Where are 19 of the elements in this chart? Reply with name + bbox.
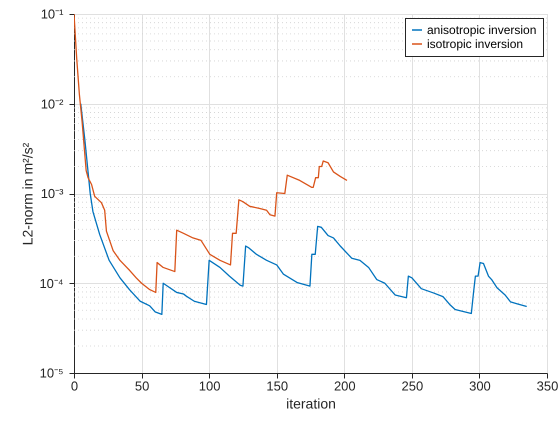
line-series	[80, 103, 528, 316]
x-axis-title: iteration	[286, 396, 336, 412]
x-tick-label: 250	[402, 378, 424, 394]
x-tick-label: 100	[198, 378, 220, 394]
y-tick-label: 10⁻⁴	[39, 276, 64, 291]
legend-label: anisotropic inversion	[427, 23, 536, 37]
legend-label: isotropic inversion	[427, 37, 524, 51]
x-tick-label: 150	[266, 378, 288, 394]
x-tick-label: 0	[70, 378, 78, 394]
y-tick-label: 10⁻³	[40, 186, 64, 201]
y-tick-label: 10⁻¹	[40, 6, 64, 22]
y-axis-title: L2-norm in m²/s²	[19, 142, 36, 246]
x-tick-label: 200	[334, 378, 356, 394]
y-tick-label: 10⁻⁵	[40, 366, 64, 380]
x-tick-label: 300	[469, 378, 491, 394]
x-tick-label: 50	[134, 378, 150, 394]
y-tick-label: 10⁻²	[40, 96, 64, 112]
x-tick-label: 350	[536, 378, 558, 394]
line-series	[74, 14, 348, 294]
